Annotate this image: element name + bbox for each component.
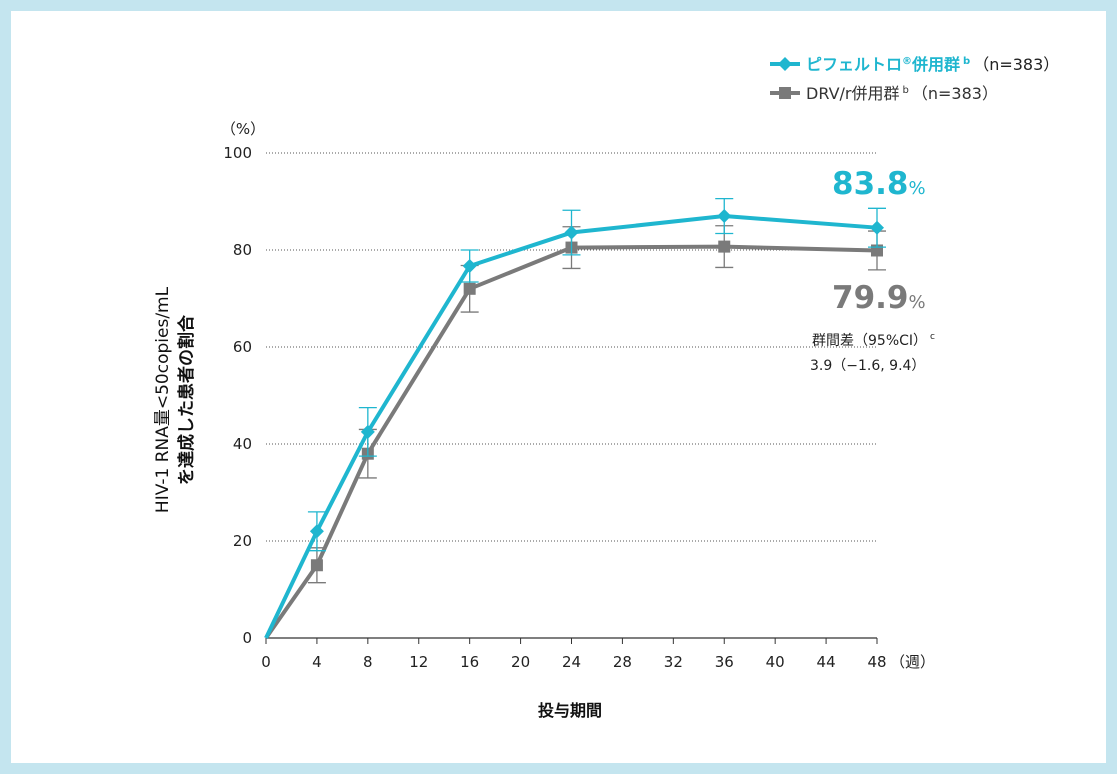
data-point-1 xyxy=(310,559,323,572)
y-unit-label: （%） xyxy=(221,120,265,138)
final-value-pifeltro: 83.8% xyxy=(832,166,926,202)
data-point-3 xyxy=(463,282,476,295)
series-pifeltro xyxy=(264,197,886,639)
legend-name-pifeltro: ピフェルトロ xyxy=(806,55,902,74)
final-number-drvr: 79.9 xyxy=(832,280,909,316)
x-tick-label-36: 36 xyxy=(715,653,734,671)
y-tick-labels: 0 20 40 60 80 100 xyxy=(223,144,252,647)
data-point-5 xyxy=(717,209,732,224)
legend-diamond-marker xyxy=(778,57,792,71)
series-line xyxy=(264,244,878,640)
x-tick-label-32: 32 xyxy=(664,653,683,671)
data-point-5 xyxy=(718,240,731,253)
x-tick-label-16: 16 xyxy=(460,653,479,671)
y-tick-label-60: 60 xyxy=(233,338,252,356)
x-tick-label-0: 0 xyxy=(261,653,271,671)
data-point-2 xyxy=(360,424,375,439)
x-axis-label: 投与期間 xyxy=(538,701,602,720)
difference-annotation-line2: 3.9（−1.6, 9.4） xyxy=(810,358,925,374)
legend-square-marker xyxy=(779,87,791,99)
x-tick-label-4: 4 xyxy=(312,653,322,671)
legend-entry-drvr: DRV/r併用群 b （n=383） xyxy=(770,84,998,103)
difference-sup-c: c xyxy=(930,332,935,342)
difference-annotation-line1: 群間差（95%CI） c xyxy=(812,332,935,349)
y-tick-label-80: 80 xyxy=(233,241,252,259)
y-axis-label-line2: を達成した患者の割合 xyxy=(176,314,197,485)
legend: ピフェルトロ®併用群 b （n=383） DRV/r併用群 b （n=383） xyxy=(770,55,1059,103)
y-tick-label-20: 20 xyxy=(233,532,252,550)
final-unit-pifeltro: % xyxy=(909,178,926,199)
data-point-4 xyxy=(564,225,579,240)
legend-suffix-drvr: 併用群 xyxy=(851,84,899,103)
y-tick-label-0: 0 xyxy=(242,629,252,647)
legend-sup-r: ® xyxy=(902,56,912,67)
x-tick-label-28: 28 xyxy=(613,653,632,671)
legend-n-pifeltro: （n=383） xyxy=(973,55,1059,74)
x-tick-label-24: 24 xyxy=(562,653,581,671)
y-tick-label-100: 100 xyxy=(223,144,252,162)
series-drvr xyxy=(264,225,886,640)
legend-label-drvr: DRV/r併用群 b （n=383） xyxy=(806,84,998,103)
difference-label: 群間差（95%CI） xyxy=(812,333,927,349)
data-point-6 xyxy=(871,244,883,257)
data-point-3 xyxy=(462,259,477,274)
x-tick-label-48: 48 xyxy=(867,653,886,671)
x-tick-label-12: 12 xyxy=(409,653,428,671)
legend-name-drvr: DRV/r xyxy=(806,84,852,103)
legend-entry-pifeltro: ピフェルトロ®併用群 b （n=383） xyxy=(770,55,1059,74)
final-number-pifeltro: 83.8 xyxy=(832,166,909,202)
x-tick-label-20: 20 xyxy=(511,653,530,671)
legend-label-pifeltro: ピフェルトロ®併用群 b （n=383） xyxy=(806,55,1059,74)
x-tick-label-44: 44 xyxy=(817,653,836,671)
x-tick-labels: 0 4 8 12 16 20 24 28 32 36 40 44 48 xyxy=(261,653,886,671)
series-line xyxy=(264,214,878,639)
final-unit-drvr: % xyxy=(909,292,926,313)
y-tick-label-40: 40 xyxy=(233,435,252,453)
x-tick-label-40: 40 xyxy=(766,653,785,671)
series-layer xyxy=(264,197,886,640)
data-point-1 xyxy=(309,524,324,539)
legend-sup-b-pifeltro: b xyxy=(963,56,970,67)
legend-n-drvr: （n=383） xyxy=(912,84,998,103)
x-tick-label-8: 8 xyxy=(363,653,373,671)
y-axis-label-line1: HIV-1 RNA量<50copies/mL xyxy=(153,286,173,513)
data-point-6 xyxy=(870,220,884,235)
legend-sup-b-drvr: b xyxy=(903,85,909,96)
final-value-drvr: 79.9% xyxy=(832,280,926,316)
legend-suffix-pifeltro: 併用群 xyxy=(911,55,960,74)
axes xyxy=(265,637,878,644)
x-unit-label: （週） xyxy=(890,653,935,671)
